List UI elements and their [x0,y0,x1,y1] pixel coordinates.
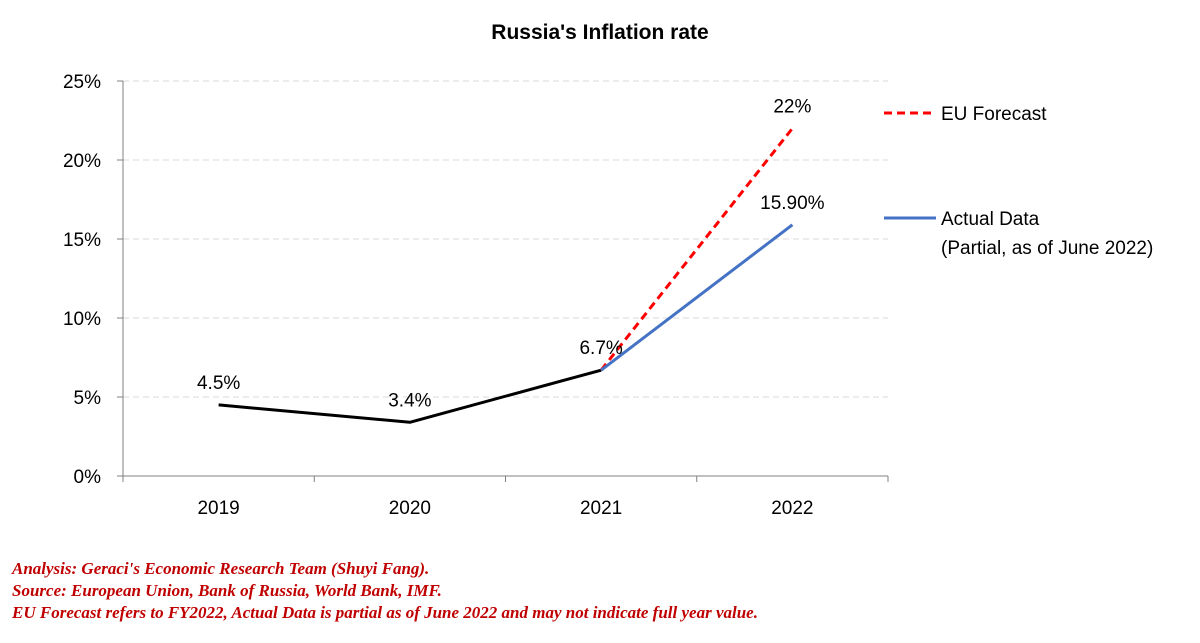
series-line-historical [218,368,602,424]
legend: EU Forecast Actual Data (Partial, as of Ju… [884,104,1153,259]
data-label: 3.4% [388,390,431,411]
x-tick-label: 2019 [197,498,239,519]
y-tick-label: 5% [74,388,102,409]
legend-label: Actual Data [941,209,1040,230]
x-tick-label: 2021 [580,498,622,519]
series-line-actual-data [600,223,794,372]
y-tick-label: 25% [63,72,101,93]
legend-label: EU Forecast [941,104,1047,125]
data-label: 15.90% [760,193,825,214]
data-label: 22% [773,96,811,117]
footnote-analysis: Analysis: Geraci's Economic Research Tea… [12,559,430,578]
y-tick-label: 10% [63,309,101,330]
data-label: 4.5% [197,373,240,394]
y-tick-label: 0% [74,467,102,488]
x-tick-label: 2022 [771,498,813,519]
data-labels: 4.5% 3.4% 6.7% 22% 15.90% [197,96,825,411]
footnote-source: Source: European Union, Bank of Russia, … [12,581,442,600]
y-tick-label: 15% [63,230,101,251]
legend-label: (Partial, as of June 2022) [941,238,1153,259]
y-tick-label: 20% [63,151,101,172]
series-lines [218,127,794,424]
series-line-eu-forecast [599,127,794,372]
axes: 0% 5% 10% 15% 20% 25% 2019 2020 2021 2022 [63,72,889,519]
x-tick-label: 2020 [389,498,431,519]
data-label: 6.7% [579,338,622,359]
chart-title: Russia's Inflation rate [491,21,708,44]
line-chart: Russia's Inflation rate 0% 5% 10% 15% 20% 25%… [63,21,1153,519]
footnote-disclaimer: EU Forecast refers to FY2022, Actual Dat… [12,603,758,622]
